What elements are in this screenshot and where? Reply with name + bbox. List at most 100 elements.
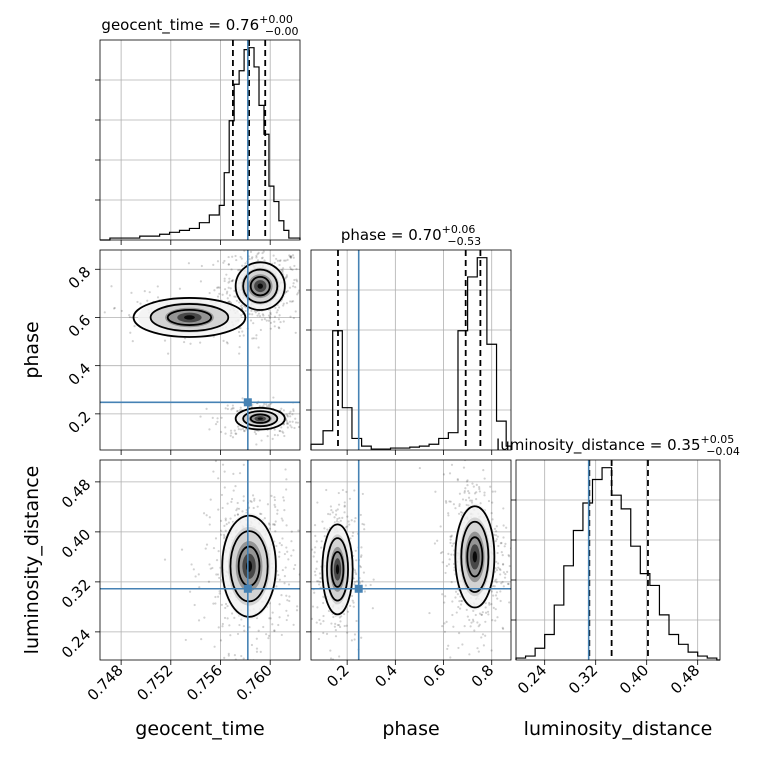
sample-point [227, 654, 230, 657]
y-tick-label: 0.8 [65, 263, 95, 293]
sample-point [232, 407, 235, 410]
sample-point [294, 625, 296, 627]
sample-point [483, 491, 486, 494]
sample-point [326, 528, 329, 531]
sample-point [286, 599, 289, 602]
sample-point [495, 525, 498, 528]
sample-point [290, 540, 293, 543]
sample-point [243, 250, 246, 252]
sample-point [289, 255, 292, 259]
sample-point [285, 413, 288, 416]
sample-point [444, 595, 447, 598]
sample-point [285, 609, 288, 612]
sample-point [472, 485, 475, 488]
sample-point [305, 500, 307, 502]
sample-point [200, 638, 203, 641]
sample-point [277, 326, 280, 329]
sample-point [325, 632, 329, 635]
title-median: 0.76 [226, 16, 259, 34]
x-tick-label: 0.32 [565, 661, 601, 697]
sample-point [290, 530, 293, 533]
panel-frame [310, 249, 512, 451]
panel-frame [99, 39, 301, 241]
sample-point [286, 421, 289, 424]
sample-point [502, 536, 505, 539]
sample-point [499, 568, 502, 572]
sample-point [315, 621, 318, 624]
sample-point [249, 319, 253, 322]
sample-point [228, 277, 231, 280]
sample-point [290, 554, 293, 557]
sample-point [238, 408, 242, 412]
sample-point [478, 487, 481, 491]
sample-point [361, 492, 364, 496]
sample-point [228, 294, 231, 297]
sample-point [275, 544, 278, 548]
contour-0-2 [221, 514, 277, 618]
sample-point [449, 535, 452, 538]
sample-point [213, 289, 216, 292]
sample-point [229, 517, 232, 520]
sample-point [466, 479, 469, 482]
sample-point [222, 533, 226, 536]
sample-point [468, 653, 471, 656]
sample-point [213, 645, 216, 648]
sample-point [369, 583, 372, 587]
sample-point [320, 546, 323, 549]
sample-point [255, 254, 258, 257]
title-plus: +0.06 [442, 223, 476, 236]
sample-point [490, 512, 493, 515]
sample-point [208, 523, 211, 526]
sample-point [269, 313, 272, 316]
sample-point [255, 334, 258, 337]
sample-point [494, 490, 497, 493]
sample-point [343, 505, 346, 508]
sample-point [284, 276, 287, 279]
sample-point [283, 434, 286, 438]
sample-point [315, 540, 318, 543]
sample-point [483, 477, 486, 480]
sample-point [262, 405, 265, 408]
sample-point [495, 538, 498, 541]
sample-point [330, 509, 333, 512]
sample-point [339, 519, 342, 522]
sample-point [223, 288, 227, 291]
sample-point [490, 603, 493, 606]
sample-point [219, 639, 223, 642]
sample-point [223, 259, 226, 263]
title-prefix: luminosity_distance = [496, 436, 667, 455]
sample-point [297, 291, 300, 294]
sample-point [288, 595, 291, 598]
sample-point [236, 507, 239, 510]
sample-point [257, 346, 260, 349]
panel-2d-geocent_time-luminosity_distance: 0.748 0.752 0.756 0.760 0.24 0.32 0.40 0.48 [58, 459, 301, 704]
sample-point [269, 617, 272, 620]
sample-point [303, 612, 305, 614]
sample-point [256, 314, 259, 317]
sample-point [273, 629, 276, 633]
sample-point [216, 286, 219, 289]
sample-point [285, 290, 288, 294]
sample-point [271, 623, 274, 626]
sample-point [240, 257, 243, 260]
sample-point [372, 578, 375, 581]
sample-point [360, 546, 363, 549]
sample-point [283, 259, 286, 262]
sample-point [113, 306, 116, 310]
sample-point [286, 258, 289, 261]
sample-point [237, 269, 240, 272]
sample-point [267, 314, 271, 317]
sample-point [362, 571, 366, 574]
sample-point [352, 531, 355, 534]
sample-point [513, 513, 515, 515]
sample-point [269, 321, 273, 324]
sample-point [250, 309, 253, 312]
x-tick-label: 0.24 [514, 661, 550, 697]
sample-point [224, 602, 228, 606]
sample-point [330, 622, 333, 625]
sample-point [316, 580, 319, 583]
sample-point [456, 479, 459, 482]
sample-point [447, 514, 450, 517]
sample-point [255, 637, 258, 640]
sample-point [489, 485, 492, 488]
